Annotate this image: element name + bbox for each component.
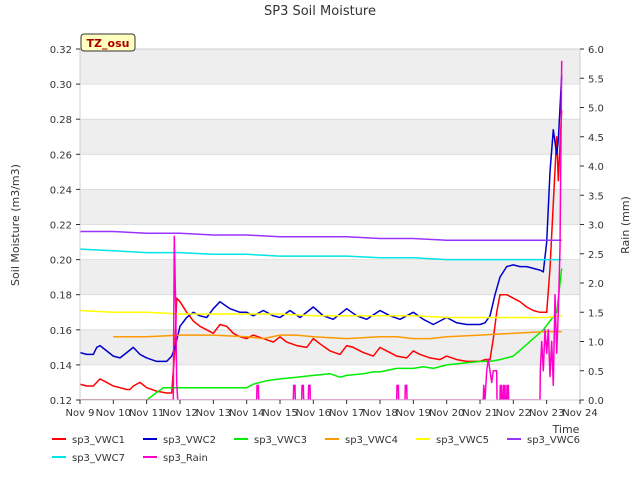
- y2-axis-label: Rain (mm): [619, 196, 632, 254]
- legend-label: sp3_VWC2: [163, 435, 216, 446]
- y-tick-label: 0.26: [50, 150, 72, 161]
- x-tick-label: Nov 14: [229, 408, 264, 419]
- series-line-sp3-vwc6: [80, 230, 562, 242]
- series-line-sp3-vwc1: [80, 110, 563, 394]
- legend-label: sp3_VWC5: [436, 435, 489, 446]
- annotation-box: TZ_osu: [80, 33, 136, 52]
- x-tick-label: Nov 15: [262, 408, 297, 419]
- y-axis-label: Soil Moisture (m3/m3): [9, 164, 22, 286]
- y-tick-label: 0.30: [50, 80, 72, 91]
- grid: [80, 48, 580, 401]
- y2-tick-label: 1.0: [588, 338, 604, 349]
- y-tick-label: 0.12: [50, 396, 72, 407]
- legend-label: sp3_VWC4: [345, 435, 398, 446]
- y2-tick-label: 0.5: [588, 367, 604, 378]
- x-tick-label: Nov 10: [96, 408, 131, 419]
- x-tick-label: Nov 23: [529, 408, 564, 419]
- legend-label: sp3_VWC6: [527, 435, 580, 446]
- background-band: [80, 49, 580, 85]
- y-tick-label: 0.28: [50, 115, 72, 126]
- y-tick-label: 0.20: [50, 256, 72, 267]
- legend-label: sp3_VWC3: [254, 435, 307, 446]
- y2-axis-ticks: 0.0 0.5 1.0 1.5 2.0 2.5 3.0 3.5 4.0 4.5 5.0 5.5 6.0: [580, 45, 604, 407]
- x-axis-label: Time: [552, 423, 580, 436]
- x-tick-label: Nov 17: [329, 408, 364, 419]
- legend: sp3_VWC1 sp3_VWC2 sp3_VWC3 sp3_VWC4 sp3_VWC5…: [52, 435, 580, 464]
- x-tick-label: Nov 20: [429, 408, 464, 419]
- y2-tick-label: 6.0: [588, 45, 604, 56]
- series-line-sp3-rain: [80, 60, 563, 400]
- y2-tick-label: 2.5: [588, 250, 604, 261]
- series-lines: [80, 60, 563, 400]
- y2-tick-label: 4.0: [588, 162, 604, 173]
- x-tick-label: Nov 9: [65, 408, 94, 419]
- x-tick-label: Nov 11: [129, 408, 164, 419]
- y-tick-label: 0.22: [50, 221, 72, 232]
- background-band: [80, 189, 580, 225]
- x-tick-label: Nov 21: [462, 408, 497, 419]
- x-tick-label: Nov 22: [496, 408, 531, 419]
- series-line-sp3-vwc7: [80, 248, 562, 261]
- y2-tick-label: 5.5: [588, 74, 604, 85]
- x-tick-label: Nov 18: [362, 408, 397, 419]
- y-tick-label: 0.24: [50, 185, 72, 196]
- chart-title: SP3 Soil Moisture: [264, 4, 376, 19]
- y2-tick-label: 3.0: [588, 221, 604, 232]
- plot-background-bands: [80, 49, 580, 365]
- annotation-label: TZ_osu: [87, 37, 130, 50]
- y-tick-label: 0.14: [50, 361, 72, 372]
- series-line-sp3-vwc3: [80, 268, 563, 400]
- x-tick-label: Nov 16: [296, 408, 331, 419]
- series-line-sp3-vwc2: [80, 75, 563, 363]
- y-tick-label: 0.32: [50, 45, 72, 56]
- y2-tick-label: 5.0: [588, 104, 604, 115]
- legend-label: sp3_Rain: [163, 453, 208, 464]
- y2-tick-label: 0.0: [588, 396, 604, 407]
- y-tick-label: 0.16: [50, 326, 72, 337]
- x-tick-label: Nov 13: [196, 408, 231, 419]
- y-tick-label: 0.18: [50, 291, 72, 302]
- y2-tick-label: 1.5: [588, 308, 604, 319]
- x-tick-label: Nov 12: [162, 408, 197, 419]
- y-axis-ticks: 0.12 0.14 0.16 0.18 0.20 0.22 0.24 0.26 0.28 0.30…: [50, 45, 80, 407]
- series-line-sp3-vwc5: [80, 309, 562, 319]
- legend-label: sp3_VWC7: [72, 453, 125, 464]
- background-band: [80, 119, 580, 155]
- y2-tick-label: 4.5: [588, 133, 604, 144]
- x-tick-label: Nov 24: [562, 408, 597, 419]
- y2-tick-label: 3.5: [588, 191, 604, 202]
- series-line-sp3-vwc4: [113, 330, 562, 340]
- y2-tick-label: 2.0: [588, 279, 604, 290]
- background-band: [80, 329, 580, 365]
- legend-label: sp3_VWC1: [72, 435, 125, 446]
- background-band: [80, 259, 580, 295]
- x-tick-label: Nov 19: [396, 408, 431, 419]
